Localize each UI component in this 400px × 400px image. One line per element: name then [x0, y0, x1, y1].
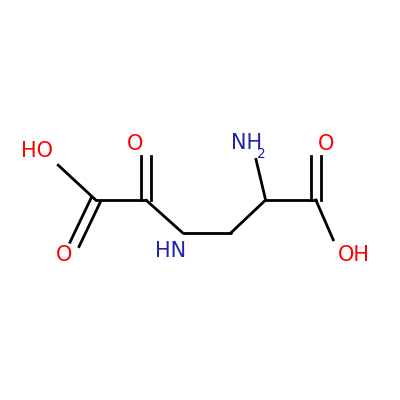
Text: HN: HN — [155, 241, 186, 261]
Text: HO: HO — [21, 141, 53, 161]
Text: O: O — [56, 245, 72, 265]
Text: OH: OH — [338, 245, 370, 265]
Text: O: O — [127, 134, 144, 154]
Text: O: O — [318, 134, 334, 154]
Text: NH: NH — [231, 133, 262, 153]
Text: 2: 2 — [258, 147, 266, 161]
